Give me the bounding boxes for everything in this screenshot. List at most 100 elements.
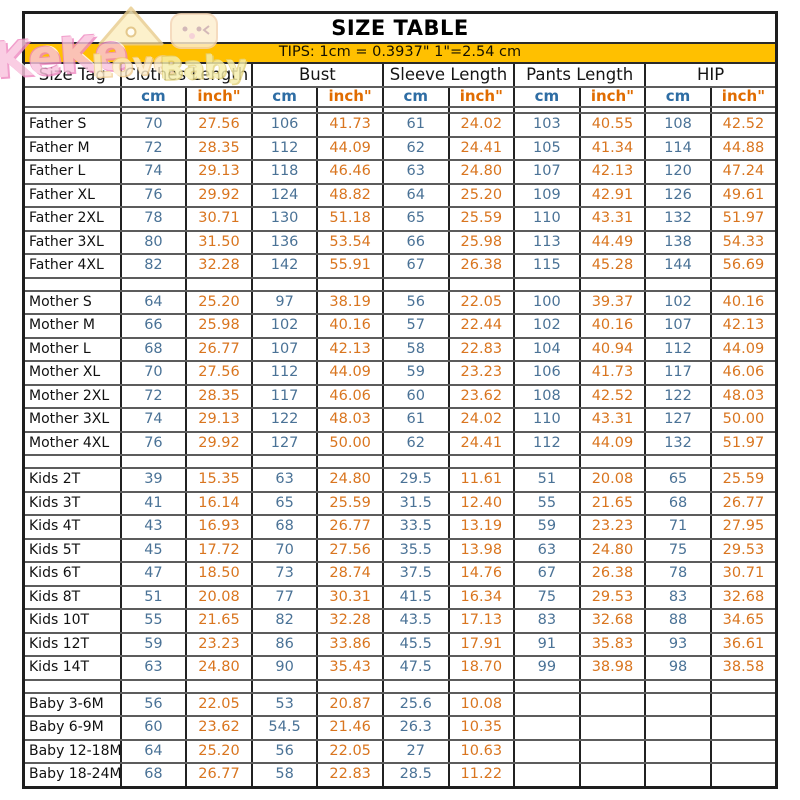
cm-value-cell: 26.3 <box>381 715 450 741</box>
size-tag-cell: Father 2XL <box>22 206 122 232</box>
table-row-kids-3t: Kids 3T 41 16.14 65 25.59 31.5 12.40 55 21.65 68 2… <box>22 490 778 516</box>
inch-value-cell: 53.54 <box>316 229 384 255</box>
cm-value-cell: 64 <box>119 738 188 764</box>
cm-value-cell: 63 <box>513 537 581 563</box>
cm-value-cell: 67 <box>513 561 581 587</box>
header-bust: Bust <box>250 62 384 88</box>
cm-value-cell: 132 <box>644 206 712 232</box>
spacer-cell <box>447 678 516 694</box>
cm-value-cell: 59 <box>381 360 450 386</box>
cm-value-cell: 82 <box>119 253 188 279</box>
table-row-kids-12t: Kids 12T 59 23.23 86 33.86 45.5 17.91 91 35.83 93… <box>22 631 778 657</box>
size-tag-cell: Mother 4XL <box>22 430 122 456</box>
inch-value-cell: 43.31 <box>578 407 647 433</box>
cm-value-cell: 144 <box>644 253 712 279</box>
inch-value-cell: 48.03 <box>316 407 384 433</box>
cm-value-cell <box>644 738 712 764</box>
cm-value-cell: 107 <box>644 313 712 339</box>
cm-value-cell: 56 <box>381 289 450 315</box>
cm-value-cell: 106 <box>513 360 581 386</box>
inch-value-cell: 25.59 <box>316 490 384 516</box>
spacer-cell <box>513 678 581 694</box>
inch-value-cell: 22.05 <box>447 289 516 315</box>
inch-value-cell: 25.20 <box>447 182 516 208</box>
inch-value-cell: 48.82 <box>316 182 384 208</box>
table-row-mother-m: Mother M 66 25.98 102 40.16 57 22.44 102 40.16 10… <box>22 313 778 339</box>
inch-value-cell: 33.86 <box>316 631 384 657</box>
table-row-mother-4xl: Mother 4XL 76 29.92 127 50.00 62 24.41 112 44.09… <box>22 430 778 456</box>
cm-value-cell: 98 <box>644 655 712 681</box>
inch-value-cell: 42.91 <box>578 182 647 208</box>
inch-value-cell: 30.71 <box>709 561 778 587</box>
inch-value-cell: 44.88 <box>709 135 778 161</box>
unit-cm-header: cm <box>250 86 319 108</box>
table-row-kids-14t: Kids 14T 63 24.80 90 35.43 47.5 18.70 99 38.98 98… <box>22 655 778 681</box>
inch-value-cell: 28.35 <box>185 135 253 161</box>
cm-value-cell: 66 <box>381 229 450 255</box>
cm-value-cell: 47.5 <box>381 655 450 681</box>
inch-value-cell: 26.77 <box>185 336 253 362</box>
cm-value-cell: 70 <box>119 112 188 138</box>
cm-value-cell <box>513 691 581 717</box>
inch-value-cell: 24.80 <box>578 537 647 563</box>
cm-value-cell: 104 <box>513 336 581 362</box>
inch-value-cell: 21.46 <box>316 715 384 741</box>
table-title-row: SIZE TABLE <box>22 11 778 44</box>
cm-value-cell: 65 <box>644 467 712 493</box>
cm-value-cell: 72 <box>119 135 188 161</box>
cm-value-cell: 122 <box>250 407 319 433</box>
cm-value-cell: 29.5 <box>381 467 450 493</box>
cm-value-cell: 63 <box>250 467 319 493</box>
unit-inch-header: inch" <box>709 86 778 108</box>
inch-value-cell: 28.35 <box>185 383 253 409</box>
inch-value-cell: 22.83 <box>316 762 384 788</box>
inch-value-cell: 32.28 <box>316 608 384 634</box>
cm-value-cell: 112 <box>644 336 712 362</box>
conversion-tips: TIPS: 1cm = 0.3937" 1"=2.54 cm <box>22 42 778 64</box>
cm-value-cell <box>644 691 712 717</box>
cm-value-cell: 55 <box>119 608 188 634</box>
inch-value-cell: 30.31 <box>316 584 384 610</box>
inch-value-cell <box>709 691 778 717</box>
spacer-cell <box>185 276 253 292</box>
inch-value-cell: 17.72 <box>185 537 253 563</box>
cm-value-cell: 63 <box>381 159 450 185</box>
cm-value-cell: 35.5 <box>381 537 450 563</box>
unit-inch-header: inch" <box>185 86 253 108</box>
spacer-cell <box>316 454 384 469</box>
cm-value-cell: 58 <box>381 336 450 362</box>
table-row-kids-10t: Kids 10T 55 21.65 82 32.28 43.5 17.13 83 32.68 88… <box>22 608 778 634</box>
spacer-cell <box>644 678 712 694</box>
inch-value-cell: 43.31 <box>578 206 647 232</box>
inch-value-cell: 32.68 <box>709 584 778 610</box>
spacer-cell <box>22 106 122 114</box>
cm-value-cell: 77 <box>250 584 319 610</box>
cm-value-cell: 59 <box>513 514 581 540</box>
spacer-cell <box>578 678 647 694</box>
cm-value-cell: 117 <box>644 360 712 386</box>
cm-value-cell: 54.5 <box>250 715 319 741</box>
header-sleeve-length: Sleeve Length <box>381 62 516 88</box>
inch-value-cell: 26.38 <box>447 253 516 279</box>
cm-value-cell: 74 <box>119 159 188 185</box>
cm-value-cell: 53 <box>250 691 319 717</box>
inch-value-cell: 44.49 <box>578 229 647 255</box>
inch-value-cell: 22.05 <box>185 691 253 717</box>
cm-value-cell: 110 <box>513 206 581 232</box>
cm-value-cell: 51 <box>119 584 188 610</box>
size-tag-cell: Father XL <box>22 182 122 208</box>
cm-value-cell: 108 <box>644 112 712 138</box>
inch-value-cell: 22.83 <box>447 336 516 362</box>
unit-inch-header: inch" <box>316 86 384 108</box>
cm-value-cell: 112 <box>513 430 581 456</box>
cm-value-cell: 64 <box>381 182 450 208</box>
spacer-cell <box>381 106 450 114</box>
cm-value-cell: 70 <box>119 360 188 386</box>
inch-value-cell: 27.56 <box>316 537 384 563</box>
inch-value-cell: 29.13 <box>185 159 253 185</box>
inch-value-cell: 50.00 <box>709 407 778 433</box>
inch-value-cell: 25.98 <box>185 313 253 339</box>
table-row-father-xl: Father XL 76 29.92 124 48.82 64 25.20 109 42.91 1… <box>22 182 778 208</box>
cm-value-cell: 107 <box>513 159 581 185</box>
size-tag-cell: Kids 14T <box>22 655 122 681</box>
